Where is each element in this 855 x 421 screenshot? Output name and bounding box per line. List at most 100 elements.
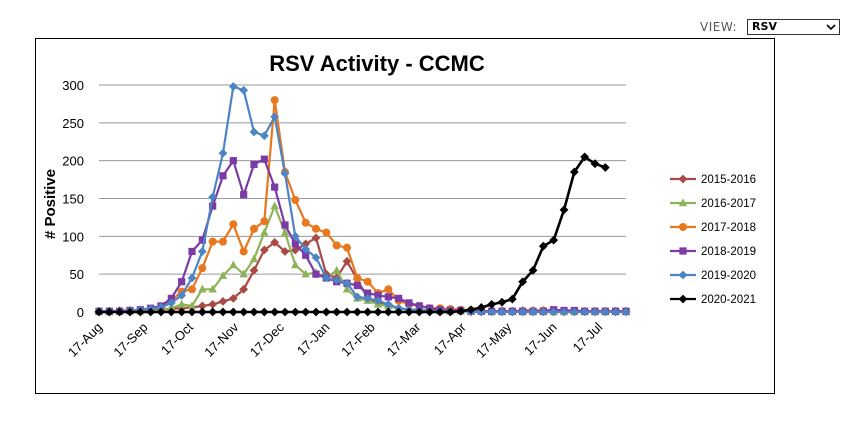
- data-point: [156, 307, 166, 317]
- data-point: [291, 260, 300, 269]
- data-point: [352, 307, 362, 317]
- data-point: [260, 217, 269, 226]
- data-point: [374, 291, 382, 299]
- y-tick-label: 200: [62, 154, 84, 169]
- data-point: [487, 307, 497, 317]
- data-point: [363, 277, 372, 286]
- y-axis-label: # Positive: [42, 169, 59, 239]
- data-point: [404, 307, 414, 317]
- x-tick-label: 17-Dec: [247, 319, 288, 360]
- chart-container: RSV Activity - CCMC # Positive 0 50 100 150…: [35, 38, 775, 394]
- data-point: [528, 307, 538, 317]
- data-point: [321, 273, 331, 283]
- data-point: [229, 220, 238, 229]
- data-point: [229, 157, 237, 165]
- x-tick-label: 17-Nov: [201, 319, 242, 360]
- data-point: [94, 307, 104, 317]
- data-point: [250, 160, 258, 169]
- data-point: [384, 293, 392, 301]
- data-point: [239, 269, 248, 278]
- data-point: [507, 307, 517, 317]
- data-point: [476, 307, 486, 317]
- data-point: [538, 307, 548, 317]
- data-point: [228, 82, 238, 91]
- data-point: [208, 284, 217, 293]
- series-line: [99, 85, 626, 314]
- legend-entry: 2017-2018: [670, 222, 756, 234]
- data-point: [188, 285, 196, 294]
- data-point: [559, 307, 569, 317]
- view-dropdown[interactable]: RSV: [747, 19, 841, 35]
- data-point: [187, 307, 197, 317]
- data-point: [271, 183, 279, 191]
- data-point: [250, 224, 258, 233]
- data-point: [281, 221, 289, 229]
- data-point: [208, 300, 218, 309]
- data-point: [198, 264, 207, 273]
- data-point: [312, 270, 320, 278]
- data-point: [332, 265, 341, 274]
- data-point: [104, 307, 114, 317]
- data-point: [342, 307, 352, 317]
- data-point: [518, 307, 528, 317]
- series-line: [99, 158, 626, 313]
- series-2017-2018: [95, 96, 630, 316]
- data-point: [249, 254, 259, 263]
- data-point: [290, 231, 300, 241]
- data-point: [487, 300, 497, 309]
- data-point: [549, 307, 559, 317]
- data-point: [270, 201, 279, 210]
- data-point: [590, 159, 600, 169]
- legend-marker: [678, 270, 688, 280]
- data-point: [528, 265, 538, 275]
- legend-label: 2017-2018: [701, 222, 756, 234]
- data-point: [311, 253, 321, 262]
- data-point: [270, 96, 279, 105]
- data-point: [270, 307, 280, 317]
- legend-marker: [678, 174, 688, 184]
- data-point: [270, 112, 280, 122]
- y-tick-label: 50: [70, 267, 84, 282]
- y-tick-label: 150: [62, 192, 84, 207]
- legend-marker: [678, 294, 688, 304]
- data-point: [178, 278, 186, 286]
- data-point: [249, 127, 259, 137]
- data-point: [280, 307, 290, 317]
- data-point: [435, 307, 445, 317]
- data-point: [590, 307, 600, 317]
- data-point: [415, 302, 423, 310]
- data-point: [580, 307, 590, 317]
- data-point: [187, 301, 197, 310]
- data-point: [156, 303, 166, 312]
- data-point: [311, 307, 321, 317]
- data-point: [538, 241, 548, 251]
- data-point: [373, 307, 383, 317]
- x-tick-label: 17-Oct: [158, 319, 196, 357]
- data-point: [342, 256, 352, 266]
- data-point: [445, 307, 455, 317]
- x-tick-label: 17-Apr: [431, 319, 470, 358]
- series-2020-2021: [94, 152, 610, 317]
- legend-marker: [679, 247, 687, 255]
- data-point: [559, 205, 569, 215]
- data-point: [219, 237, 227, 246]
- data-point: [363, 307, 373, 317]
- data-point: [208, 192, 218, 202]
- data-point: [332, 241, 341, 250]
- data-point: [384, 285, 393, 294]
- data-point: [197, 301, 207, 311]
- data-point: [301, 307, 311, 317]
- legend-marker: [678, 198, 688, 207]
- data-point: [580, 152, 590, 162]
- data-point: [301, 244, 311, 254]
- data-point: [476, 303, 486, 312]
- data-point: [549, 235, 559, 245]
- data-point: [611, 307, 621, 317]
- data-point: [332, 275, 342, 285]
- data-point: [302, 251, 310, 259]
- data-point: [218, 148, 228, 158]
- data-point: [197, 247, 207, 256]
- data-point: [208, 307, 218, 317]
- data-point: [364, 289, 372, 297]
- x-tick-label: 17-May: [473, 319, 515, 361]
